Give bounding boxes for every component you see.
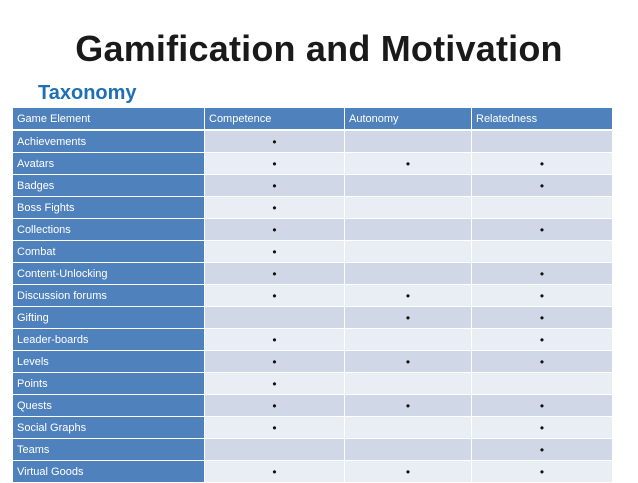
table-row: Collections • •	[12, 218, 613, 241]
game-element-name: Virtual Goods	[12, 460, 205, 483]
competence-mark: •	[204, 328, 345, 351]
table-row: Social Graphs • •	[12, 416, 613, 439]
competence-mark: •	[204, 262, 345, 285]
competence-mark: •	[204, 218, 345, 241]
table-row: Content-Unlocking • •	[12, 262, 613, 285]
relatedness-mark: •	[471, 262, 613, 285]
table-row: Badges • •	[12, 174, 613, 197]
header-relatedness: Relatedness	[471, 107, 613, 131]
relatedness-mark: •	[471, 218, 613, 241]
game-element-name: Content-Unlocking	[12, 262, 205, 285]
game-element-name: Quests	[12, 394, 205, 417]
game-element-name: Avatars	[12, 152, 205, 175]
autonomy-mark	[344, 372, 472, 395]
autonomy-mark	[344, 174, 472, 197]
header-game-element: Game Element	[12, 107, 205, 131]
relatedness-mark	[471, 372, 613, 395]
autonomy-mark	[344, 438, 472, 461]
table-body: Achievements • Avatars • • • Badges • • Boss Figh…	[12, 129, 613, 483]
competence-mark	[204, 438, 345, 461]
relatedness-mark: •	[471, 306, 613, 329]
relatedness-mark	[471, 196, 613, 219]
table-header-row: Game Element Competence Autonomy Related…	[12, 107, 613, 131]
competence-mark: •	[204, 350, 345, 373]
slide-subtitle: Taxonomy	[38, 82, 137, 104]
table-row: Leader-boards • •	[12, 328, 613, 351]
competence-mark: •	[204, 196, 345, 219]
autonomy-mark	[344, 240, 472, 263]
header-autonomy: Autonomy	[344, 107, 472, 131]
table-row: Achievements •	[12, 129, 613, 153]
game-element-name: Combat	[12, 240, 205, 263]
relatedness-mark: •	[471, 394, 613, 417]
autonomy-mark	[344, 416, 472, 439]
competence-mark: •	[204, 372, 345, 395]
relatedness-mark: •	[471, 328, 613, 351]
game-element-name: Discussion forums	[12, 284, 205, 307]
table-row: Avatars • • •	[12, 152, 613, 175]
game-element-name: Levels	[12, 350, 205, 373]
competence-mark: •	[204, 460, 345, 483]
relatedness-mark: •	[471, 174, 613, 197]
autonomy-mark	[344, 328, 472, 351]
table-row: Combat •	[12, 240, 613, 263]
relatedness-mark: •	[471, 416, 613, 439]
table-row: Points •	[12, 372, 613, 395]
game-element-name: Leader-boards	[12, 328, 205, 351]
game-element-name: Gifting	[12, 306, 205, 329]
game-element-name: Achievements	[12, 129, 205, 153]
relatedness-mark: •	[471, 152, 613, 175]
game-element-name: Points	[12, 372, 205, 395]
game-element-name: Collections	[12, 218, 205, 241]
competence-mark	[204, 306, 345, 329]
relatedness-mark: •	[471, 350, 613, 373]
competence-mark: •	[204, 394, 345, 417]
competence-mark: •	[204, 416, 345, 439]
relatedness-mark	[471, 240, 613, 263]
header-competence: Competence	[204, 107, 345, 131]
autonomy-mark: •	[344, 152, 472, 175]
table-row: Quests • • •	[12, 394, 613, 417]
competence-mark: •	[204, 152, 345, 175]
relatedness-mark: •	[471, 460, 613, 483]
autonomy-mark	[344, 196, 472, 219]
competence-mark: •	[204, 240, 345, 263]
relatedness-mark: •	[471, 438, 613, 461]
competence-mark: •	[204, 174, 345, 197]
table-row: Discussion forums • • •	[12, 284, 613, 307]
table-row: Boss Fights •	[12, 196, 613, 219]
taxonomy-table: Game Element Competence Autonomy Related…	[12, 107, 613, 483]
competence-mark: •	[204, 129, 345, 153]
autonomy-mark	[344, 218, 472, 241]
autonomy-mark	[344, 262, 472, 285]
autonomy-mark: •	[344, 284, 472, 307]
autonomy-mark: •	[344, 306, 472, 329]
table-row: Gifting • •	[12, 306, 613, 329]
relatedness-mark: •	[471, 284, 613, 307]
autonomy-mark: •	[344, 460, 472, 483]
competence-mark: •	[204, 284, 345, 307]
autonomy-mark	[344, 129, 472, 153]
game-element-name: Teams	[12, 438, 205, 461]
table-row: Virtual Goods • • •	[12, 460, 613, 483]
autonomy-mark: •	[344, 350, 472, 373]
game-element-name: Boss Fights	[12, 196, 205, 219]
slide-title: Gamification and Motivation	[75, 28, 563, 69]
table-row: Teams •	[12, 438, 613, 461]
table-row: Levels • • •	[12, 350, 613, 373]
game-element-name: Social Graphs	[12, 416, 205, 439]
autonomy-mark: •	[344, 394, 472, 417]
game-element-name: Badges	[12, 174, 205, 197]
relatedness-mark	[471, 129, 613, 153]
